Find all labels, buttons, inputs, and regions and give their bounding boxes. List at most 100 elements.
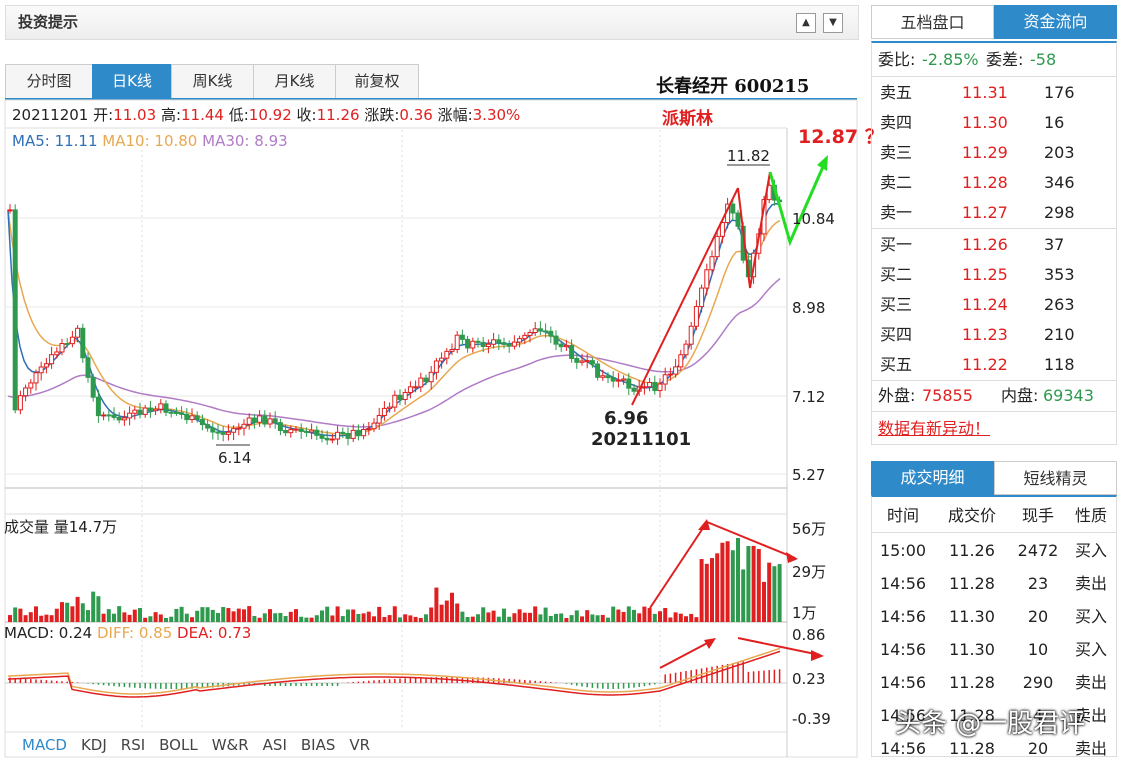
indicator-tab-boll[interactable]: BOLL [159, 736, 198, 754]
scroll-down-button[interactable]: ▼ [823, 13, 843, 33]
low-price-label: 6.14 [218, 449, 252, 467]
volume-bar [418, 617, 423, 622]
candle-body [714, 235, 720, 258]
indicator-tab-wr[interactable]: W&R [211, 736, 249, 754]
volume-bar [413, 616, 418, 622]
volume-bar [138, 608, 142, 622]
volume-bar [96, 596, 101, 622]
candle-body [667, 373, 673, 376]
volume-bar [507, 616, 512, 622]
tab-short-term-wizard[interactable]: 短线精灵 [994, 461, 1117, 495]
candle-body [652, 381, 658, 392]
volume-bar [554, 613, 558, 622]
volume-bar [184, 613, 189, 622]
volume-bar [626, 606, 631, 622]
tab-fund-flow[interactable]: 资金流向 [994, 5, 1117, 39]
volume-bar [143, 617, 148, 622]
candle-body [428, 371, 434, 383]
trade-time: 14:56 [879, 607, 927, 626]
volume-bar [715, 553, 720, 622]
level-label: 买二 [880, 265, 913, 284]
candle-body [413, 386, 419, 389]
volume-bar [559, 613, 564, 622]
candle-body [137, 409, 143, 415]
kline-chart [4, 99, 858, 758]
volume-bar [366, 611, 371, 622]
volume-bar [54, 608, 59, 622]
tab-weekly-k[interactable]: 周K线 [171, 64, 254, 98]
candle-body [480, 341, 486, 347]
candle-body [205, 424, 211, 429]
tab-forward-adjusted[interactable]: 前复权 [335, 64, 419, 98]
volume-bar [455, 603, 460, 622]
candle-body [683, 343, 689, 356]
ask-row: 卖一 11.27 298 [872, 198, 1116, 228]
header-title: 投资提示 [18, 13, 79, 31]
candle-body [251, 417, 257, 423]
ask-row: 卖二 11.28 346 [872, 168, 1116, 198]
candle-body [459, 334, 465, 340]
candle-body [277, 422, 283, 432]
col-price: 成交价 [947, 506, 996, 525]
volume-bar [231, 611, 236, 622]
candle-body [558, 343, 564, 348]
indicator-tab-rsi[interactable]: RSI [120, 736, 146, 754]
volume-bar [314, 615, 319, 622]
volume-bar [689, 613, 694, 622]
level-volume: 118 [1044, 355, 1075, 374]
level-volume: 263 [1044, 295, 1075, 314]
volume-bar [470, 616, 475, 622]
ma10-label: MA10: 10.80 [102, 132, 198, 150]
divider [872, 532, 1116, 533]
volume-bar [91, 591, 96, 622]
tab-monthly-k[interactable]: 月K线 [253, 64, 336, 98]
volume-bar [730, 550, 735, 622]
volume-bar [777, 564, 782, 622]
candle-body [699, 287, 705, 308]
alert-row: 数据有新异动！ [872, 414, 1116, 444]
indicator-tab-vr[interactable]: VR [349, 736, 371, 754]
scroll-up-button[interactable]: ▲ [796, 13, 816, 33]
trade-row: 14:56 11.30 10 买入 [872, 633, 1116, 666]
volume-bar [60, 602, 64, 622]
candle-body [210, 427, 216, 433]
candle-body [309, 429, 315, 433]
level-label: 卖三 [880, 143, 913, 162]
candle-body [501, 342, 507, 345]
trade-time: 14:56 [879, 640, 927, 659]
volume-bar [153, 612, 158, 622]
trade-row: 14:56 11.28 4 卖出 [872, 699, 1116, 732]
volume-bar [127, 614, 132, 622]
volume-bar [382, 616, 387, 622]
candle-body [7, 209, 13, 212]
tab-order-book[interactable]: 五档盘口 [871, 5, 994, 39]
ma30-line [7, 278, 781, 428]
indicator-tab-macd[interactable]: MACD [22, 736, 67, 754]
level-label: 买三 [880, 295, 913, 314]
candle-body [189, 415, 195, 421]
tab-trade-detail[interactable]: 成交明细 [871, 461, 994, 495]
candle-body [584, 360, 590, 363]
candle-body [158, 403, 164, 410]
tab-intraday[interactable]: 分时图 [5, 64, 93, 98]
candle-body [641, 386, 647, 389]
volume-bar [704, 563, 709, 622]
indicator-tab-kdj[interactable]: KDJ [80, 736, 107, 754]
indicator-tab-bias[interactable]: BIAS [300, 736, 336, 754]
candle-body [366, 428, 372, 431]
open-label: 开: [93, 106, 114, 124]
candle-body [589, 360, 595, 365]
volume-bar [13, 607, 18, 622]
candle-body [241, 423, 247, 429]
candles [7, 179, 783, 446]
candle-body [95, 396, 101, 417]
pct-value: 3.30% [472, 106, 521, 124]
alert-link[interactable]: 数据有新异动！ [878, 419, 991, 438]
volume-bar [637, 613, 642, 622]
volume-bar [606, 617, 610, 622]
volume-bar [122, 612, 127, 622]
depth-tabs: 五档盘口 资金流向 [871, 5, 1117, 39]
volume-bar [164, 617, 168, 622]
candle-body [543, 330, 549, 333]
indicator-tab-asi[interactable]: ASI [262, 736, 287, 754]
